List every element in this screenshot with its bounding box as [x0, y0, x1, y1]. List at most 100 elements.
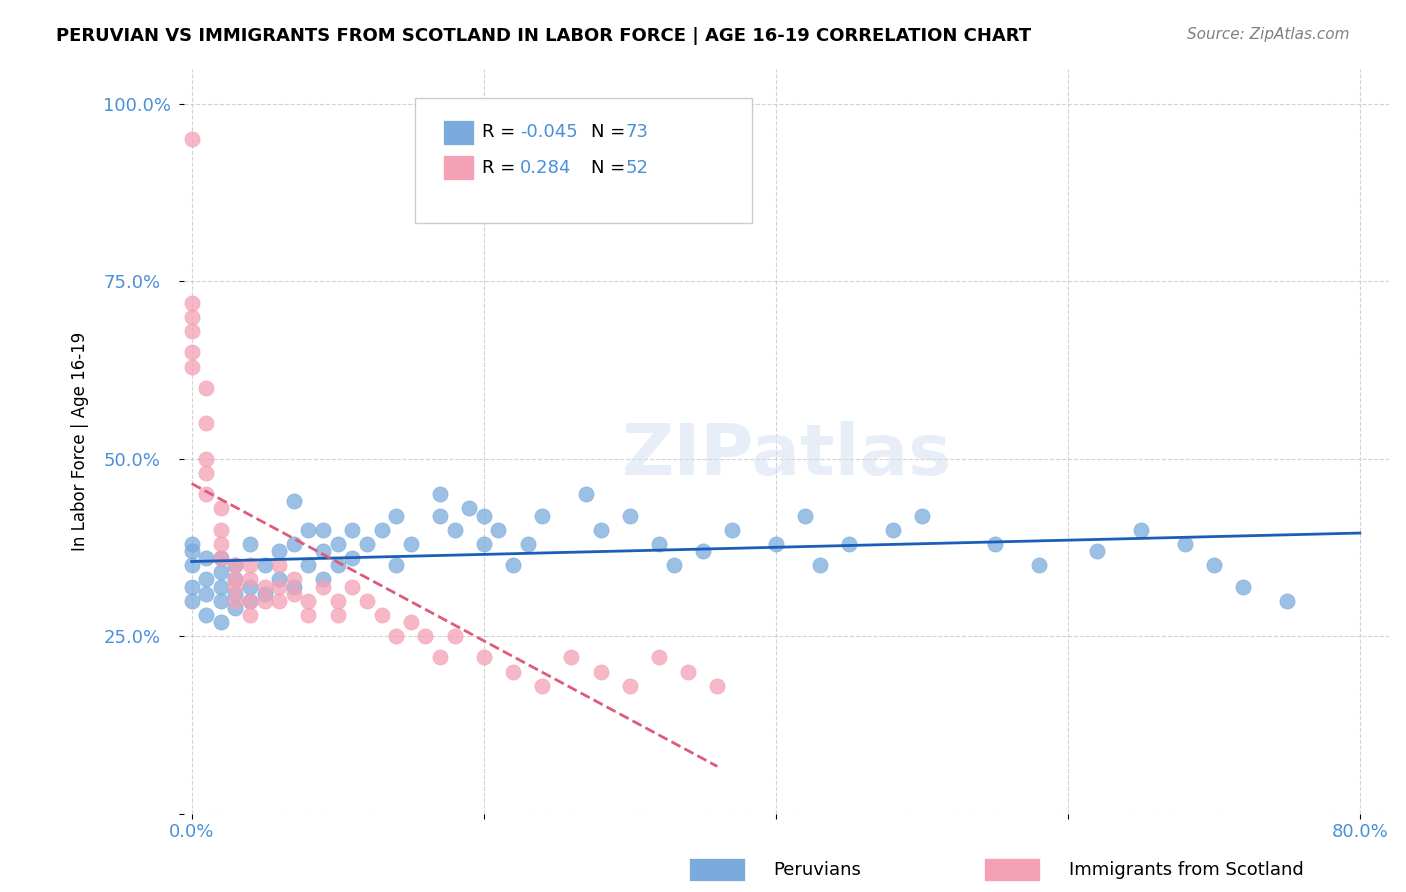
- Point: [531, 679, 554, 693]
- Text: Immigrants from Scotland: Immigrants from Scotland: [1069, 861, 1303, 879]
- Point: [209, 593, 232, 607]
- Point: [297, 523, 319, 537]
- Point: [224, 600, 246, 615]
- Point: [1232, 580, 1254, 594]
- Point: [224, 593, 246, 607]
- Point: [239, 573, 262, 587]
- Point: [326, 607, 349, 622]
- Point: [253, 593, 276, 607]
- Text: PERUVIAN VS IMMIGRANTS FROM SCOTLAND IN LABOR FORCE | AGE 16-19 CORRELATION CHAR: PERUVIAN VS IMMIGRANTS FROM SCOTLAND IN …: [56, 27, 1032, 45]
- Point: [269, 573, 291, 587]
- Text: N =: N =: [591, 159, 630, 177]
- Point: [984, 537, 1007, 551]
- Point: [589, 665, 612, 679]
- Point: [239, 593, 262, 607]
- Y-axis label: In Labor Force | Age 16-19: In Labor Force | Age 16-19: [72, 332, 89, 550]
- Point: [721, 523, 744, 537]
- Point: [1085, 544, 1108, 558]
- Point: [765, 537, 787, 551]
- Point: [326, 593, 349, 607]
- Point: [648, 537, 671, 551]
- Point: [283, 573, 305, 587]
- Point: [253, 586, 276, 600]
- Point: [458, 501, 481, 516]
- Point: [269, 558, 291, 573]
- Point: [356, 593, 378, 607]
- Point: [516, 537, 538, 551]
- Point: [794, 508, 817, 523]
- Point: [385, 629, 408, 643]
- Point: [195, 466, 218, 480]
- Text: Peruvians: Peruvians: [773, 861, 860, 879]
- Point: [370, 607, 392, 622]
- Point: [239, 607, 262, 622]
- Point: [692, 544, 714, 558]
- Point: [619, 679, 641, 693]
- Point: [180, 345, 202, 359]
- Point: [911, 508, 934, 523]
- Point: [413, 629, 436, 643]
- Point: [1028, 558, 1050, 573]
- Point: [342, 523, 364, 537]
- Point: [838, 537, 860, 551]
- Point: [180, 132, 202, 146]
- Point: [195, 573, 218, 587]
- Point: [385, 558, 408, 573]
- Point: [253, 580, 276, 594]
- Point: [180, 593, 202, 607]
- Point: [342, 551, 364, 566]
- Point: [269, 544, 291, 558]
- Point: [224, 580, 246, 594]
- Point: [560, 650, 582, 665]
- Point: [283, 494, 305, 508]
- Point: [882, 523, 904, 537]
- Text: Source: ZipAtlas.com: Source: ZipAtlas.com: [1187, 27, 1350, 42]
- Point: [443, 523, 465, 537]
- Point: [575, 487, 598, 501]
- Point: [326, 537, 349, 551]
- Point: [502, 665, 524, 679]
- Text: 0.284: 0.284: [520, 159, 572, 177]
- Point: [326, 558, 349, 573]
- Point: [269, 593, 291, 607]
- Point: [239, 558, 262, 573]
- Point: [1202, 558, 1225, 573]
- Point: [662, 558, 685, 573]
- Point: [239, 593, 262, 607]
- Point: [619, 508, 641, 523]
- Text: R =: R =: [482, 159, 522, 177]
- Point: [195, 487, 218, 501]
- Point: [195, 607, 218, 622]
- Point: [1129, 523, 1152, 537]
- Text: ZIPatlas: ZIPatlas: [621, 421, 952, 491]
- Point: [531, 508, 554, 523]
- Point: [209, 551, 232, 566]
- Point: [283, 537, 305, 551]
- Point: [180, 359, 202, 374]
- Point: [342, 580, 364, 594]
- Text: R =: R =: [482, 123, 522, 141]
- Point: [195, 451, 218, 466]
- Point: [209, 501, 232, 516]
- Point: [195, 381, 218, 395]
- Point: [180, 580, 202, 594]
- Point: [283, 586, 305, 600]
- Point: [808, 558, 831, 573]
- Point: [429, 487, 451, 501]
- Point: [399, 615, 422, 629]
- Point: [472, 650, 495, 665]
- Point: [180, 537, 202, 551]
- Point: [209, 566, 232, 580]
- Point: [312, 580, 335, 594]
- Point: [209, 615, 232, 629]
- Point: [239, 537, 262, 551]
- Point: [180, 295, 202, 310]
- Point: [297, 558, 319, 573]
- Point: [283, 580, 305, 594]
- Point: [356, 537, 378, 551]
- Point: [472, 508, 495, 523]
- Point: [297, 593, 319, 607]
- Point: [253, 558, 276, 573]
- Point: [429, 650, 451, 665]
- Point: [224, 573, 246, 587]
